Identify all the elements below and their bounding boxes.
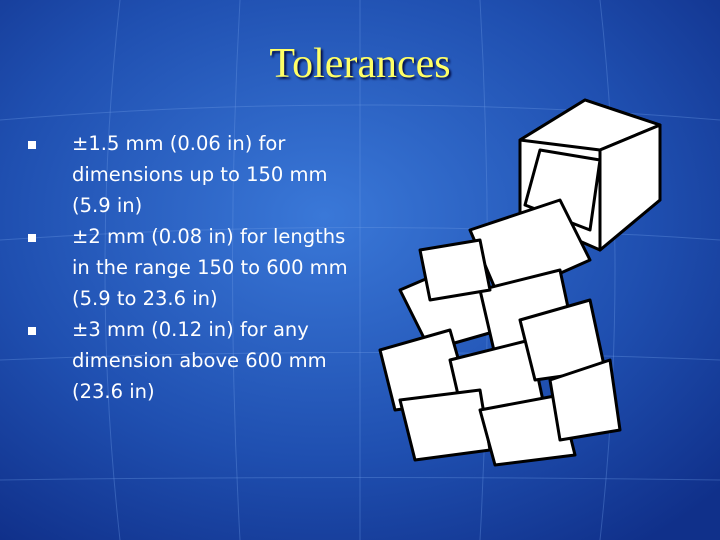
bullet: ±3 mm (0.12 in) for any dimension above … [28,314,348,407]
bullet: ±1.5 mm (0.06 in) for dimensions up to 1… [28,128,348,221]
printer-clipart [378,98,662,467]
bullet: ±2 mm (0.08 in) for lengths in the range… [28,221,348,314]
slide-title: Tolerances [269,41,451,87]
bullet-list: ±1.5 mm (0.06 in) for dimensions up to 1… [28,128,348,407]
